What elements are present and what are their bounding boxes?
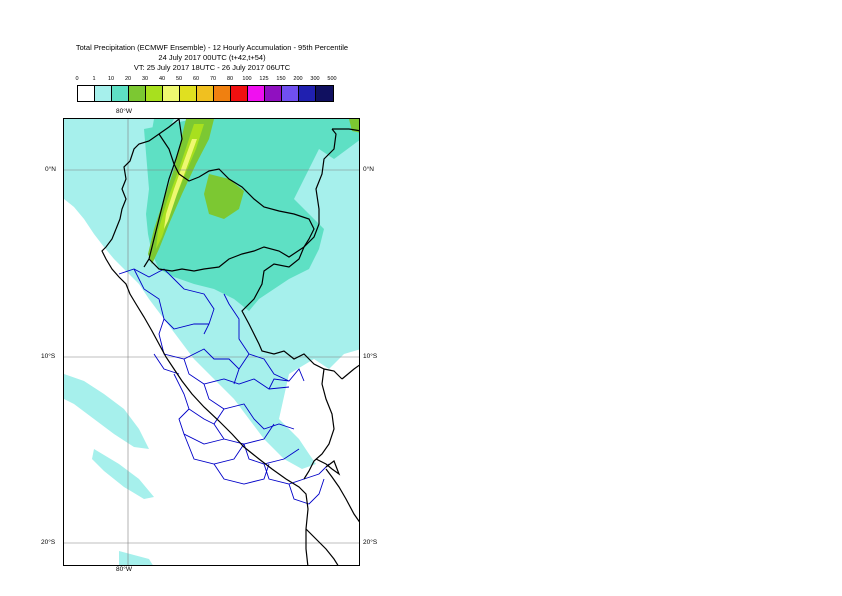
lat-label-10s-right: 10°S — [363, 353, 378, 360]
lat-label-10s-left: 10°S — [41, 353, 56, 360]
lat-label-20s-right: 20°S — [363, 539, 378, 546]
lon-label-bottom: 80°W — [116, 566, 132, 573]
legend-swatch — [180, 86, 197, 101]
lat-label-eq-right: 0°N — [363, 166, 374, 173]
legend-tick-label: 20 — [124, 76, 132, 82]
province-borders — [118, 268, 330, 505]
legend-tick-label: 40 — [158, 76, 166, 82]
legend-swatch — [214, 86, 231, 101]
precip-area-green-3 — [349, 119, 359, 133]
precip-area-offshore-2 — [92, 449, 154, 499]
title-line-3: VT: 25 July 2017 18UTC - 26 July 2017 06… — [133, 63, 291, 72]
legend-swatch — [265, 86, 282, 101]
title-line-1: Total Precipitation (ECMWF Ensemble) - 1… — [75, 43, 349, 52]
precip-area-offshore-3 — [119, 551, 153, 565]
precip-area-yellow — [164, 139, 197, 229]
legend-tick-label: 10 — [107, 76, 115, 82]
legend-tick-label: 200 — [293, 76, 303, 82]
legend-swatch — [197, 86, 214, 101]
precip-area-medium-2 — [149, 119, 174, 159]
legend-tick-label: 125 — [259, 76, 269, 82]
legend-tick-label: 500 — [327, 76, 337, 82]
lon-label-top: 80°W — [116, 108, 132, 115]
legend-tick-label: 100 — [242, 76, 252, 82]
map-svg — [64, 119, 359, 565]
legend-swatch — [231, 86, 248, 101]
legend-tick-label: 300 — [310, 76, 320, 82]
legend-swatch — [299, 86, 316, 101]
legend-tick-label: 0 — [75, 76, 79, 82]
legend-tick-label: 150 — [276, 76, 286, 82]
title-line-2: 24 July 2017 00UTC (t+42,t+54) — [158, 53, 266, 62]
legend-tick-labels: 0 1 10 20 30 40 50 60 70 80 100 125 150 200 300 500 — [75, 76, 347, 84]
legend-swatch — [163, 86, 180, 101]
legend-swatch — [129, 86, 146, 101]
legend-tick-label: 30 — [141, 76, 149, 82]
legend-swatch — [95, 86, 112, 101]
legend-swatch — [282, 86, 299, 101]
legend-swatch — [248, 86, 265, 101]
precipitation-map — [63, 118, 360, 566]
legend-tick-label: 50 — [175, 76, 183, 82]
lat-label-eq-left: 0°N — [45, 166, 56, 173]
legend-tick-label: 80 — [226, 76, 234, 82]
chart-title-block: Total Precipitation (ECMWF Ensemble) - 1… — [0, 43, 424, 73]
legend-tick-label: 1 — [92, 76, 96, 82]
legend-swatch — [316, 86, 333, 101]
precip-area-offshore-1 — [64, 374, 149, 449]
lat-label-20s-left: 20°S — [41, 539, 56, 546]
legend-swatch — [112, 86, 129, 101]
precip-area-green-2 — [204, 174, 244, 219]
legend-color-bar — [77, 85, 334, 102]
legend-swatch — [78, 86, 95, 101]
country-borders — [101, 119, 359, 565]
legend-tick-label: 70 — [209, 76, 217, 82]
legend-swatch — [146, 86, 163, 101]
legend-tick-label: 60 — [192, 76, 200, 82]
color-legend: 0 1 10 20 30 40 50 60 70 80 100 125 150 200 300 500 — [75, 76, 347, 102]
precip-area-medium — [144, 119, 359, 311]
